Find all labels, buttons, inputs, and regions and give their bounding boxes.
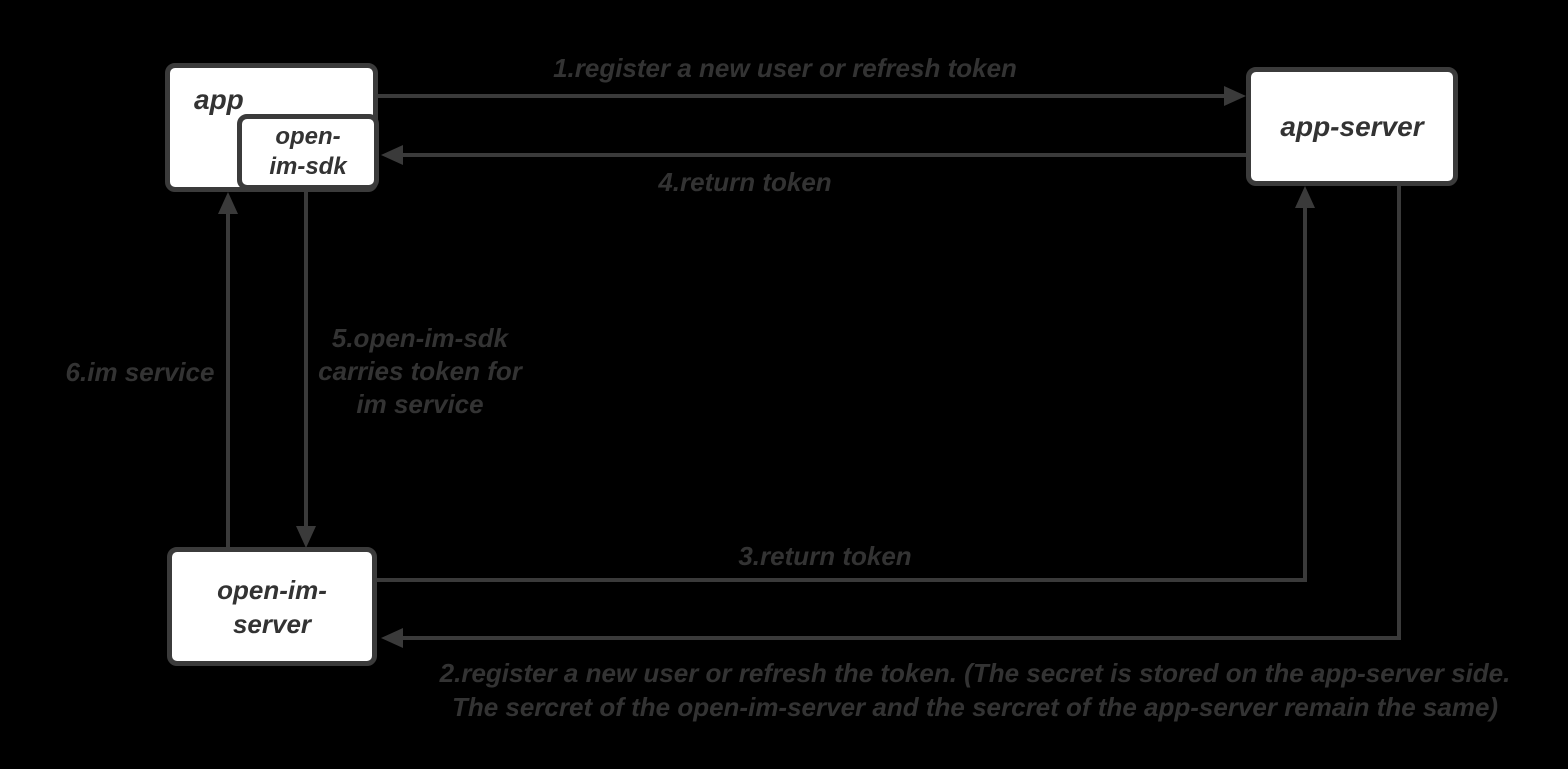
edge4-arrowhead-left-icon [381, 145, 403, 165]
edge3-line-horizontal [377, 578, 1307, 582]
edge3-arrowhead-up-icon [1295, 186, 1315, 208]
node-open-im-sdk: open- im-sdk [237, 114, 379, 190]
edge6-arrowhead-up-icon [218, 192, 238, 214]
edge5-label-line1: 5.open-im-sdk [331, 323, 509, 353]
edge5-label: 5.open-im-sdk carries token for im servi… [300, 322, 540, 421]
edge5-label-line2: carries token for [318, 356, 522, 386]
node-open-im-sdk-label-line1: open- [275, 123, 341, 150]
edge2-arrowhead-left-icon [381, 628, 403, 648]
edge3-line-vertical [1303, 208, 1307, 582]
edge6-label: 6.im service [65, 357, 215, 387]
edge5-line [304, 190, 308, 526]
edge5-label-line3: im service [356, 389, 484, 419]
node-open-im-server-label-line2: server [232, 608, 312, 639]
node-open-im-server-label-line1: open-im- [217, 574, 327, 605]
node-app-label: app [194, 84, 244, 115]
edge2-line-vertical [1397, 186, 1401, 640]
edge4-line [403, 153, 1246, 157]
edge1-line [378, 94, 1224, 98]
edge2-label-line1: 2.register a new user or refresh the tok… [439, 658, 1511, 688]
edge1-label: 1.register a new user or refresh token [553, 53, 1017, 83]
edge6-line [226, 214, 230, 547]
edge2-label-line2: The sercret of the open-im-server and th… [451, 692, 1499, 722]
node-app-server: app-server [1246, 67, 1458, 186]
edge5-arrowhead-down-icon [296, 526, 316, 548]
edge2-label: 2.register a new user or refresh the tok… [400, 656, 1550, 724]
node-open-im-sdk-label-line2: im-sdk [269, 153, 347, 180]
node-open-im-server: open-im- server [167, 547, 377, 666]
edge4-label: 4.return token [658, 167, 832, 197]
edge3-label: 3.return token [738, 541, 912, 571]
node-app-server-label: app-server [1280, 110, 1424, 142]
edge1-arrowhead-right-icon [1224, 86, 1246, 106]
edge2-line-horizontal [403, 636, 1401, 640]
